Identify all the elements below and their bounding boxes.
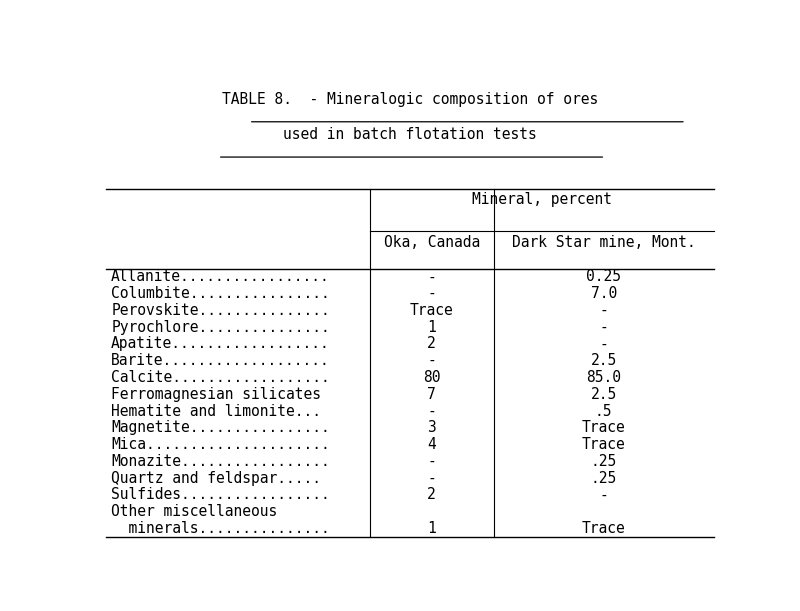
Text: Oka, Canada: Oka, Canada [383, 235, 480, 250]
Text: Mica.....................: Mica..................... [111, 437, 330, 452]
Text: Monazite.................: Monazite................. [111, 454, 330, 469]
Text: -: - [599, 337, 608, 351]
Text: 85.0: 85.0 [586, 370, 622, 385]
Text: Columbite................: Columbite................ [111, 286, 330, 301]
Text: Apatite..................: Apatite.................. [111, 337, 330, 351]
Text: -: - [427, 286, 436, 301]
Text: Mineral, percent: Mineral, percent [472, 192, 612, 207]
Text: 3: 3 [427, 420, 436, 435]
Text: Pyrochlore...............: Pyrochlore............... [111, 320, 330, 335]
Text: .25: .25 [590, 470, 617, 486]
Text: 1: 1 [427, 521, 436, 536]
Text: -: - [427, 454, 436, 469]
Text: .5: .5 [595, 403, 613, 419]
Text: Perovskite...............: Perovskite............... [111, 303, 330, 318]
Text: used in batch flotation tests: used in batch flotation tests [283, 128, 537, 142]
Text: Trace: Trace [410, 303, 454, 318]
Text: Calcite..................: Calcite.................. [111, 370, 330, 385]
Text: -: - [427, 269, 436, 285]
Text: -: - [599, 320, 608, 335]
Text: 4: 4 [427, 437, 436, 452]
Text: Other miscellaneous: Other miscellaneous [111, 504, 278, 519]
Text: TABLE 8.  - Mineralogic composition of ores: TABLE 8. - Mineralogic composition of or… [222, 92, 598, 107]
Text: Dark Star mine, Mont.: Dark Star mine, Mont. [512, 235, 696, 250]
Text: Trace: Trace [582, 437, 626, 452]
Text: Magnetite................: Magnetite................ [111, 420, 330, 435]
Text: -: - [427, 403, 436, 419]
Text: 2.5: 2.5 [590, 353, 617, 368]
Text: 2: 2 [427, 337, 436, 351]
Text: Allanite.................: Allanite................. [111, 269, 330, 285]
Text: Hematite and limonite...: Hematite and limonite... [111, 403, 321, 419]
Text: -: - [427, 470, 436, 486]
Text: -: - [599, 488, 608, 502]
Text: -: - [427, 353, 436, 368]
Text: minerals...............: minerals............... [111, 521, 330, 536]
Text: 80: 80 [423, 370, 441, 385]
Text: Trace: Trace [582, 521, 626, 536]
Text: Trace: Trace [582, 420, 626, 435]
Text: 7.0: 7.0 [590, 286, 617, 301]
Text: -: - [599, 303, 608, 318]
Text: Quartz and feldspar.....: Quartz and feldspar..... [111, 470, 321, 486]
Text: .25: .25 [590, 454, 617, 469]
Text: 2: 2 [427, 488, 436, 502]
Text: 7: 7 [427, 387, 436, 402]
Text: Sulfides.................: Sulfides................. [111, 488, 330, 502]
Text: 2.5: 2.5 [590, 387, 617, 402]
Text: Barite...................: Barite................... [111, 353, 330, 368]
Text: Ferromagnesian silicates: Ferromagnesian silicates [111, 387, 321, 402]
Text: 0.25: 0.25 [586, 269, 622, 285]
Text: 1: 1 [427, 320, 436, 335]
